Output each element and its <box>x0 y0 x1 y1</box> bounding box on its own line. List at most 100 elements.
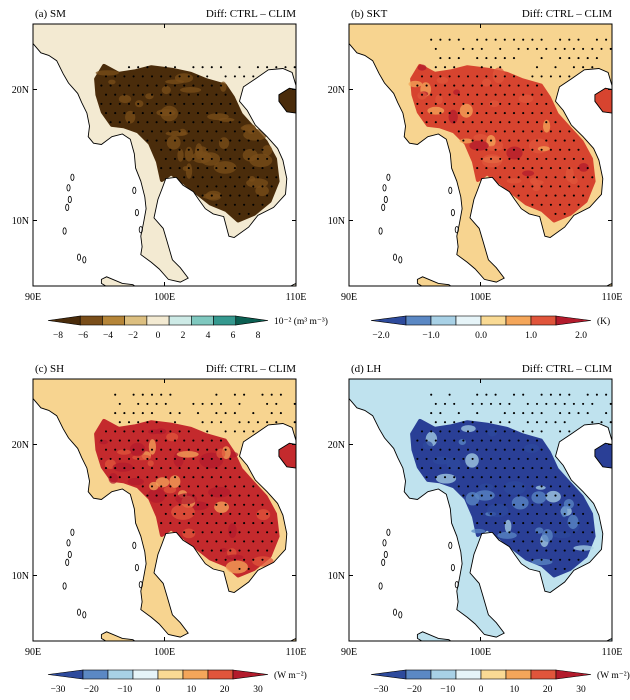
colorbar-tick-label: 0 <box>156 685 161 695</box>
colorbar-tick-label: 8 <box>256 331 261 341</box>
lat-tick-label: 10N <box>328 571 345 582</box>
map-field <box>33 24 296 286</box>
colorbar-segment <box>213 315 237 326</box>
island <box>66 539 71 547</box>
colorbar-tick-label: −10 <box>117 685 132 695</box>
island <box>378 227 383 235</box>
island <box>386 528 391 536</box>
colorbar: −8 −6 −4 −2 0 2 4 6 8 10⁻² (m³ m⁻³) <box>47 315 328 341</box>
island <box>66 184 71 192</box>
colorbar-unit: 10⁻² (m³ m⁻³) <box>274 316 328 327</box>
lon-tick-label: 90E <box>25 647 41 658</box>
colorbar-segment <box>480 669 507 680</box>
lon-tick-label: 100E <box>470 292 491 303</box>
colorbar-segment <box>455 315 482 326</box>
signal-region <box>410 63 596 223</box>
island-sumatra <box>416 276 452 286</box>
lon-tick-label: 100E <box>154 647 175 658</box>
diff-label: Diff: CTRL – CLIM <box>206 363 296 375</box>
colorbar-segment <box>124 315 148 326</box>
island <box>448 186 453 194</box>
colorbar-segment <box>370 315 407 326</box>
colorbar-tick-label: −2.0 <box>372 331 389 341</box>
island <box>398 256 403 264</box>
colorbar-tick-label: −20 <box>84 685 99 695</box>
lat-tick-label: 10N <box>328 216 345 227</box>
colorbar-unit: (K) <box>597 316 610 327</box>
colorbar: −30 −20 −10 0 10 20 30 (W m⁻²) <box>47 669 307 695</box>
colorbar-segment <box>102 315 125 326</box>
colorbar-segment <box>191 315 214 326</box>
colorbar-segment <box>47 315 81 326</box>
colorbar-segment <box>530 669 557 680</box>
colorbar-tick-label: 1.0 <box>525 331 537 341</box>
colorbar-tick-label: 0 <box>479 685 484 695</box>
island <box>448 541 453 550</box>
island <box>382 184 387 192</box>
colorbar-segment <box>132 669 159 680</box>
colorbar-tick-label: 30 <box>253 685 263 695</box>
lon-tick-label: 90E <box>25 292 41 303</box>
colorbar-tick-label: 4 <box>206 331 211 341</box>
colorbar-tick-label: 10 <box>187 685 197 695</box>
panel-d: (d) LH Diff: CTRL – CLIM 20N 10N 90E 100E 110E… <box>328 363 630 695</box>
island <box>67 550 72 559</box>
island <box>70 528 75 536</box>
lon-tick-label: 90E <box>341 647 357 658</box>
colorbar-segment <box>235 315 269 326</box>
colorbar-unit: (W m⁻²) <box>274 670 307 681</box>
island <box>381 203 386 211</box>
colorbar-segment <box>555 669 592 680</box>
colorbar-tick-label: −1.0 <box>422 331 439 341</box>
colorbar-tick-label: 0 <box>156 331 161 341</box>
coastline <box>349 24 612 283</box>
colorbar-segment <box>505 315 532 326</box>
coastline <box>33 379 296 638</box>
panel-title: (a) SM <box>35 8 66 20</box>
colorbar-segment <box>207 669 234 680</box>
colorbar-segment <box>430 669 457 680</box>
colorbar-tick-label: −4 <box>103 331 113 341</box>
diff-label: Diff: CTRL – CLIM <box>522 8 612 20</box>
island <box>454 581 459 589</box>
significance-stipple <box>416 38 612 215</box>
colorbar-tick-label: 20 <box>543 685 553 695</box>
colorbar-tick-label: −20 <box>407 685 422 695</box>
lon-tick-label: 110E <box>602 292 623 303</box>
island <box>138 581 143 589</box>
colorbar-tick-label: 20 <box>220 685 230 695</box>
colorbar-segment <box>530 315 557 326</box>
lat-tick-label: 10N <box>12 216 29 227</box>
panel-title: (d) LH <box>351 363 381 375</box>
island <box>65 558 70 567</box>
island <box>134 209 139 217</box>
panel-title: (c) SH <box>35 363 64 375</box>
lat-tick-label: 20N <box>12 85 29 96</box>
island <box>77 608 82 616</box>
lon-tick-label: 100E <box>154 292 175 303</box>
island <box>134 563 139 572</box>
colorbar-tick-label: −10 <box>440 685 455 695</box>
island <box>386 173 391 181</box>
island <box>67 195 72 204</box>
colorbar-segment <box>405 669 432 680</box>
significance-stipple <box>100 393 296 570</box>
lon-tick-label: 100E <box>470 647 491 658</box>
colorbar-tick-label: −30 <box>374 685 389 695</box>
panel-a: (a) SM Diff: CTRL – CLIM 20N 10N 90E 100E 110E… <box>12 8 328 341</box>
island <box>70 173 75 181</box>
colorbar-tick-label: 6 <box>231 331 236 341</box>
colorbar-segment <box>182 669 209 680</box>
island-sumatra <box>100 276 136 286</box>
island <box>381 558 386 567</box>
map-field <box>33 379 296 641</box>
colorbar-segment <box>79 315 103 326</box>
island <box>454 226 459 234</box>
coastline <box>33 24 296 283</box>
island <box>382 539 387 547</box>
colorbar-segment <box>430 315 457 326</box>
colorbar-segment <box>107 669 134 680</box>
diff-label: Diff: CTRL – CLIM <box>522 363 612 375</box>
colorbar-tick-label: −2 <box>128 331 138 341</box>
